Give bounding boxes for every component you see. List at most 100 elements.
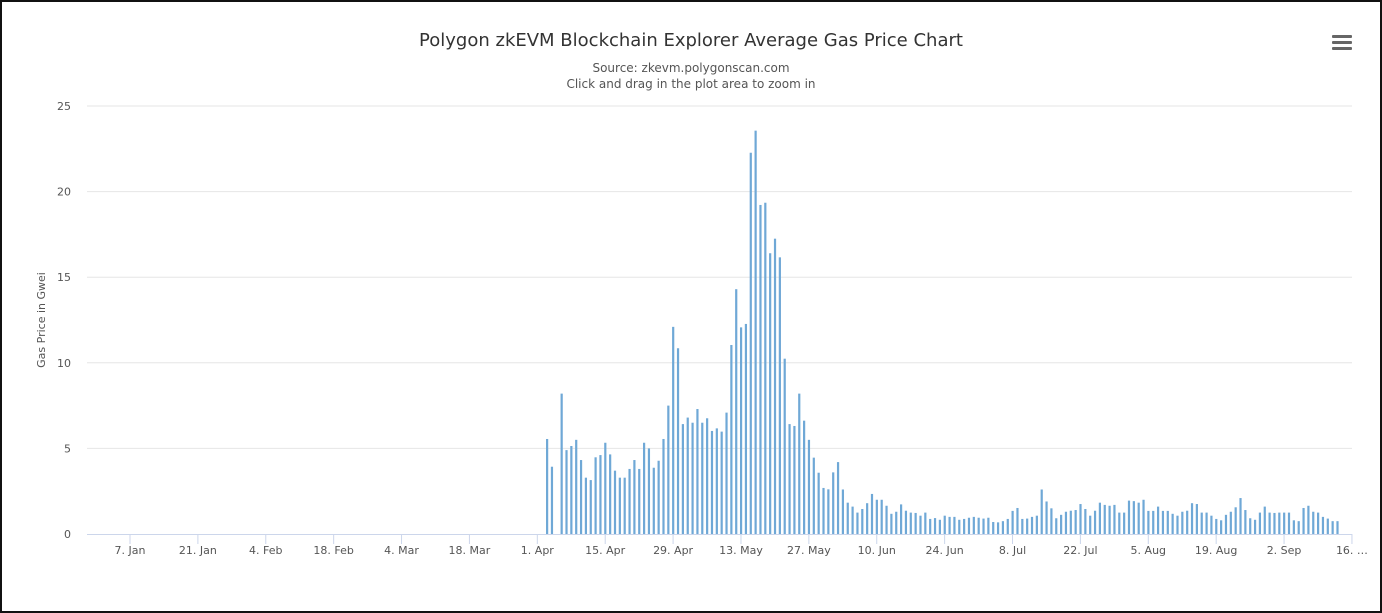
bar[interactable] — [730, 344, 733, 534]
bar[interactable] — [594, 457, 597, 534]
bar[interactable] — [919, 515, 922, 534]
bar[interactable] — [584, 477, 588, 534]
bar[interactable] — [686, 417, 689, 534]
bar[interactable] — [1312, 511, 1315, 534]
bar[interactable] — [1215, 518, 1218, 534]
bar[interactable] — [1127, 500, 1131, 534]
bar[interactable] — [749, 152, 752, 534]
bar[interactable] — [1336, 521, 1339, 534]
bar[interactable] — [710, 430, 714, 534]
bar[interactable] — [803, 420, 806, 534]
bar[interactable] — [890, 513, 893, 534]
bar[interactable] — [1171, 513, 1174, 534]
bar[interactable] — [1181, 511, 1184, 534]
bar[interactable] — [696, 409, 699, 534]
bar[interactable] — [788, 424, 791, 534]
bar[interactable] — [618, 477, 621, 534]
bar[interactable] — [1093, 510, 1097, 534]
bar[interactable] — [1317, 512, 1320, 534]
bar[interactable] — [924, 512, 927, 534]
bar[interactable] — [764, 202, 767, 534]
bar[interactable] — [1331, 521, 1334, 534]
bar[interactable] — [1152, 510, 1155, 534]
bar[interactable] — [982, 518, 985, 534]
bar[interactable] — [672, 326, 675, 534]
bar[interactable] — [987, 517, 990, 534]
bar[interactable] — [1283, 512, 1286, 534]
bar[interactable] — [1166, 510, 1169, 534]
bar[interactable] — [807, 439, 811, 534]
bar[interactable] — [681, 424, 684, 534]
bar[interactable] — [958, 519, 961, 534]
bar[interactable] — [793, 425, 796, 534]
bar[interactable] — [720, 431, 723, 534]
bar[interactable] — [1108, 505, 1111, 534]
bar[interactable] — [812, 457, 815, 534]
bar[interactable] — [1113, 504, 1116, 534]
bar[interactable] — [967, 517, 971, 534]
bar[interactable] — [735, 289, 738, 534]
bar[interactable] — [846, 502, 849, 534]
bar[interactable] — [1147, 510, 1150, 534]
bar[interactable] — [739, 327, 743, 534]
hamburger-menu-icon[interactable] — [1332, 35, 1352, 51]
bar[interactable] — [885, 505, 888, 534]
bar[interactable] — [977, 517, 980, 534]
bar[interactable] — [613, 470, 617, 534]
bar[interactable] — [1302, 507, 1305, 534]
bar[interactable] — [836, 462, 840, 534]
bar[interactable] — [1307, 505, 1310, 534]
bar[interactable] — [1089, 515, 1092, 534]
bar[interactable] — [1069, 510, 1072, 534]
bar[interactable] — [589, 480, 592, 534]
bar[interactable] — [1132, 501, 1135, 534]
bar[interactable] — [856, 512, 859, 534]
bar[interactable] — [1079, 504, 1082, 534]
bar[interactable] — [1001, 521, 1005, 534]
bar[interactable] — [1210, 515, 1213, 534]
bar[interactable] — [579, 460, 583, 534]
bar[interactable] — [1326, 518, 1329, 534]
bar[interactable] — [570, 446, 573, 534]
bar[interactable] — [1006, 518, 1009, 534]
bar[interactable] — [1205, 512, 1208, 534]
bar[interactable] — [822, 487, 825, 534]
bar[interactable] — [1321, 516, 1325, 534]
bar[interactable] — [609, 454, 612, 534]
bar[interactable] — [1244, 510, 1247, 534]
bar[interactable] — [1098, 502, 1101, 534]
bar[interactable] — [1074, 510, 1077, 534]
bar[interactable] — [953, 516, 956, 534]
bar[interactable] — [638, 468, 641, 534]
bar[interactable] — [778, 257, 781, 534]
bar[interactable] — [880, 499, 883, 534]
bar[interactable] — [992, 522, 995, 534]
bar[interactable] — [701, 422, 704, 534]
bar[interactable] — [996, 522, 1000, 534]
bar[interactable] — [1060, 514, 1063, 534]
bar[interactable] — [633, 460, 636, 534]
bar[interactable] — [1021, 518, 1024, 534]
bar[interactable] — [744, 323, 748, 534]
bar[interactable] — [827, 489, 830, 534]
bar[interactable] — [1268, 512, 1271, 534]
bar[interactable] — [929, 518, 932, 534]
bar[interactable] — [662, 438, 665, 534]
bar[interactable] — [914, 512, 917, 534]
bar[interactable] — [851, 506, 854, 534]
bar[interactable] — [1258, 512, 1262, 534]
bar[interactable] — [754, 130, 757, 534]
bar[interactable] — [1011, 510, 1014, 534]
bar[interactable] — [899, 504, 903, 534]
bar[interactable] — [599, 455, 602, 534]
bar[interactable] — [1118, 512, 1121, 534]
bar[interactable] — [861, 509, 864, 534]
bar[interactable] — [1142, 499, 1145, 534]
bar[interactable] — [667, 405, 670, 534]
bar[interactable] — [1186, 510, 1189, 534]
bar[interactable] — [1200, 512, 1203, 534]
bar[interactable] — [550, 466, 554, 534]
bar[interactable] — [715, 428, 718, 534]
bar[interactable] — [1016, 507, 1019, 534]
bar[interactable] — [1253, 519, 1257, 534]
